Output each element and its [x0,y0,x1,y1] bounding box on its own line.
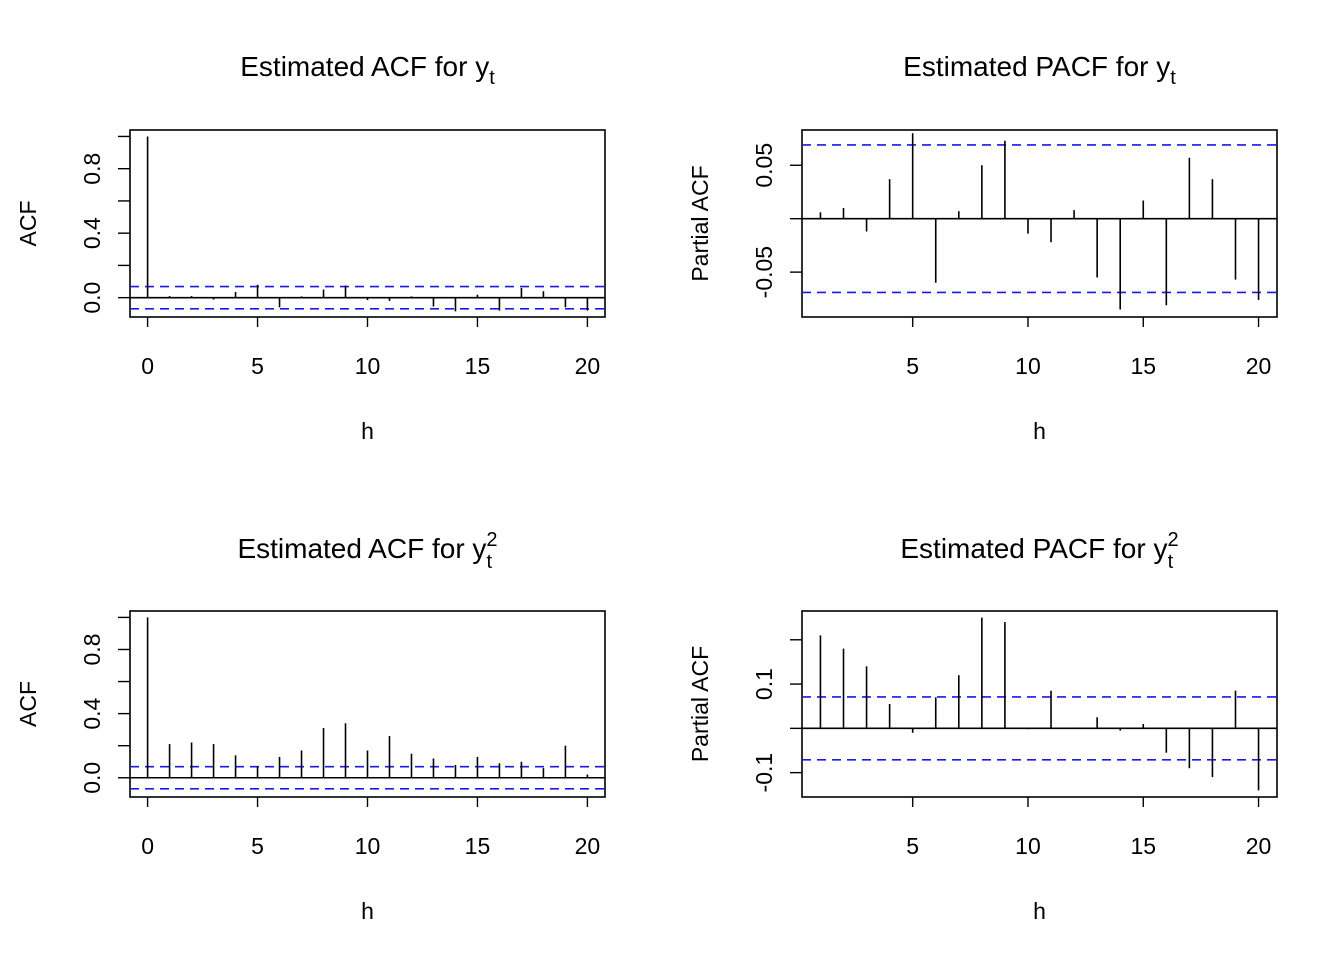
x-tick-label: 10 [1015,353,1041,379]
x-tick-label: 10 [355,353,381,379]
chart-title-superscript: 2 [1167,529,1178,551]
x-tick-label: 10 [355,833,381,859]
y-axis-label: ACF [15,201,41,247]
y-tick-label: 0.4 [79,217,105,249]
chart-panel-2: Estimated PACF for yt 5 10 15 20 -0.05 0.05 h Pa… [687,51,1278,444]
x-tick-label: 20 [575,353,601,379]
x-tick-label: 15 [1130,353,1156,379]
x-tick-label: 15 [465,833,491,859]
x-tick-label: 5 [906,353,919,379]
chart-title-superscript: 2 [486,529,497,551]
chart-title-subscript: t [489,67,495,89]
chart-panel-1: Estimated ACF for yt 0 5 10 15 20 0.0 0.4 0.8 h AC… [15,51,606,444]
y-tick-label: 0.8 [79,633,105,665]
x-axis-label: h [1033,418,1046,444]
chart-title-subscript: t [487,551,493,573]
x-tick-label: 5 [906,833,919,859]
y-axis-label: Partial ACF [687,165,713,281]
chart-title-subscript: t [1168,551,1174,573]
y-axis-label: ACF [15,681,41,727]
y-tick-label: 0.0 [79,282,105,314]
y-tick-label: -0.1 [751,753,777,793]
x-tick-label: 0 [141,833,154,859]
x-tick-label: 5 [251,353,264,379]
x-tick-label: 15 [465,353,491,379]
x-tick-label: 15 [1130,833,1156,859]
chart-title-main: Estimated ACF for y [240,51,489,82]
x-tick-label: 5 [251,833,264,859]
y-axis-label: Partial ACF [687,646,713,762]
x-axis-label: h [1033,898,1046,924]
plot-frame [801,129,1278,318]
x-tick-label: 20 [1246,353,1272,379]
x-axis-label: h [361,418,374,444]
chart-title-main: Estimated ACF for y [237,533,486,564]
chart-title: Estimated ACF for yt [240,51,495,89]
y-tick-label: 0.4 [79,697,105,729]
chart-title: Estimated ACF for y2 t [237,529,497,573]
y-tick-label: 0.05 [751,143,777,188]
x-tick-label: 20 [1246,833,1272,859]
chart-title: Estimated PACF for y2 t [900,529,1178,573]
chart-title: Estimated PACF for yt [903,51,1176,89]
x-tick-label: 10 [1015,833,1041,859]
plot-frame [129,129,606,318]
x-tick-label: 20 [575,833,601,859]
chart-title-main: Estimated PACF for y [903,51,1170,82]
chart-title-subscript: t [1170,67,1176,89]
y-tick-label: -0.05 [751,246,777,298]
y-tick-label: 0.0 [79,762,105,794]
x-axis-label: h [361,898,374,924]
chart-panel-4: Estimated PACF for y2 t 5 10 15 20 -0.1 0.1 h Par… [687,529,1278,924]
x-tick-label: 0 [141,353,154,379]
chart-title-main: Estimated PACF for y [900,533,1167,564]
y-tick-label: 0.8 [79,153,105,185]
y-tick-label: 0.1 [751,668,777,700]
plot-frame [801,610,1278,798]
chart-panel-3: Estimated ACF for y2 t 0 5 10 15 20 0.0 0.4 0.8 h A… [15,529,606,924]
